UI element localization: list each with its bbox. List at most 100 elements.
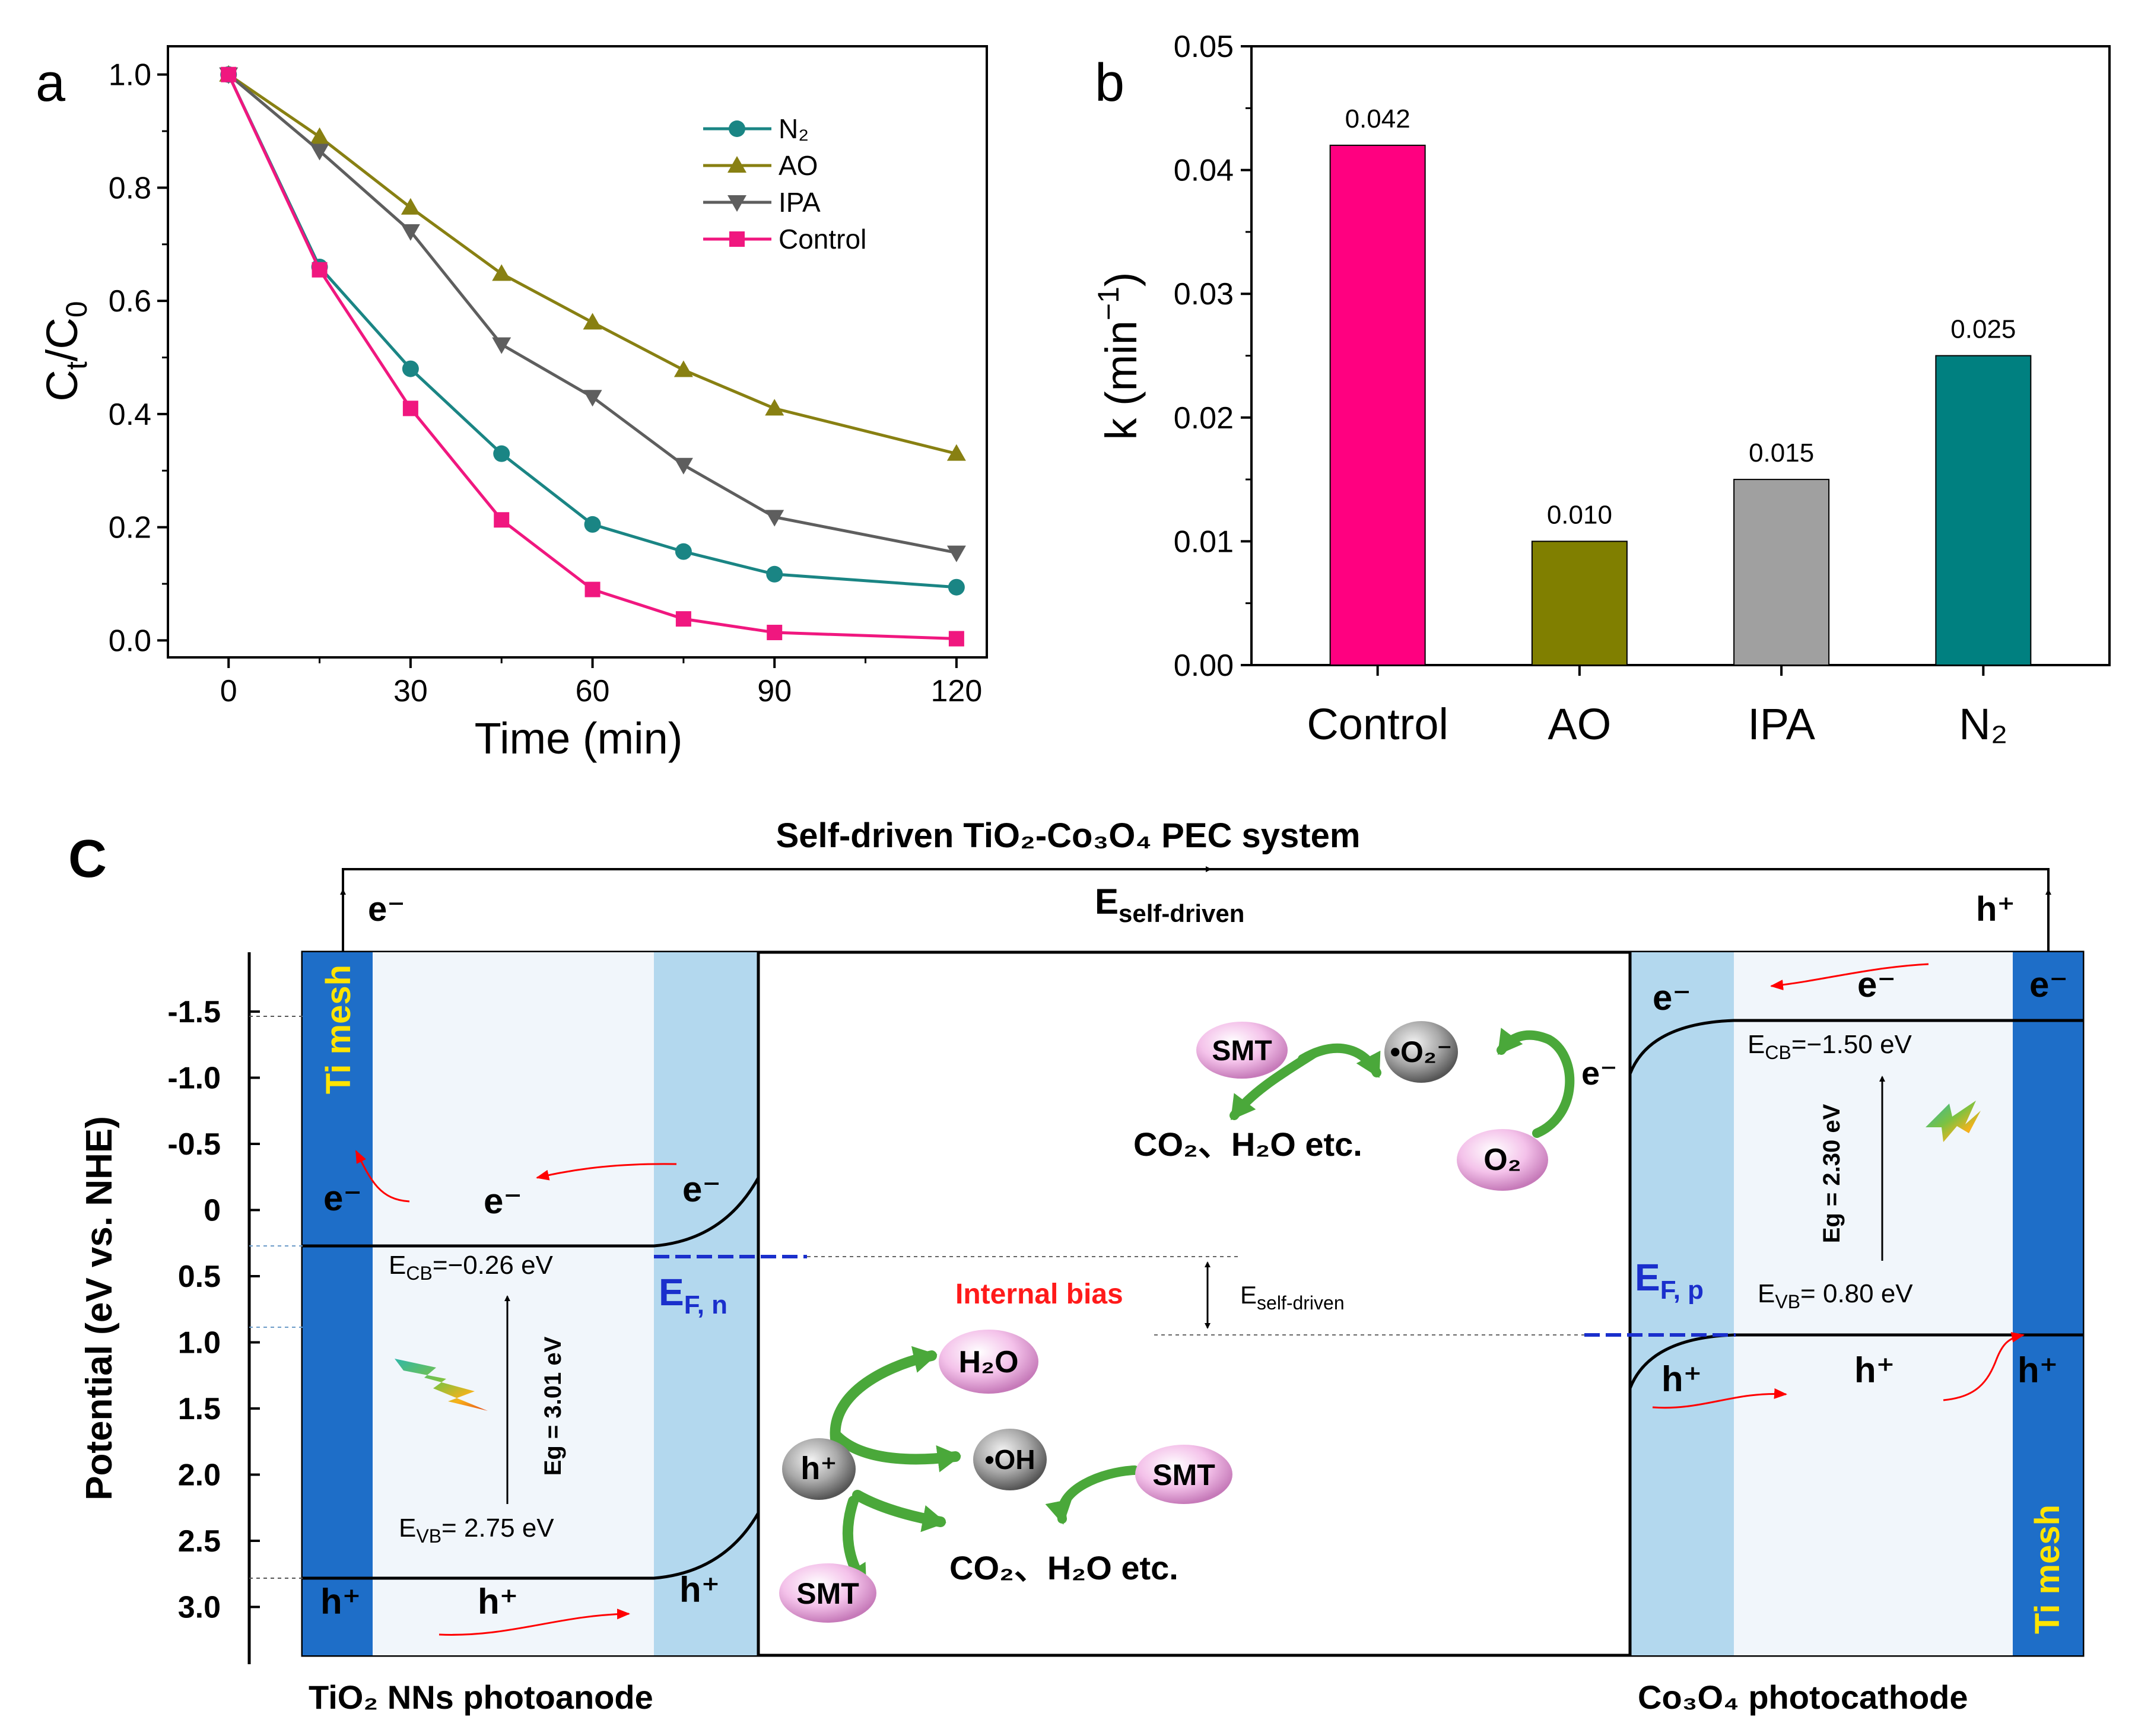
tio2-e-mesh: e⁻ [323,1178,362,1218]
o2-molecule [1457,1129,1548,1191]
panel-a-point [675,611,691,627]
tio2-evb-label: EVB= 2.75 eV [399,1514,554,1547]
legend-marker [727,156,746,173]
bar-0 [1329,144,1426,666]
ti-mesh-right-label: Ti mesh [2028,1505,2067,1634]
panel-a-point [493,445,510,462]
ef-n-label: EF, n [659,1271,727,1320]
co3o4-e-mesh: e⁻ [2029,965,2068,1004]
panel-a-point [673,360,693,377]
bar-value-label: 0.015 [1749,438,1814,468]
tio2-eg-label: Eg = 3.01 eV [540,1336,566,1476]
reduction-e-label: e⁻ [1581,1054,1618,1092]
tio2-region [373,952,654,1655]
panel-a-point [767,625,783,641]
panel-b-y-tick-label: 0.05 [1174,30,1234,64]
panel-a-line-ipa [227,73,957,555]
panel-a-legend: N₂ AO IPA Control [703,113,866,255]
arrow-h2o-to-oh [831,1430,961,1473]
panel-a-point [401,198,420,215]
legend-label: IPA [779,187,821,218]
panel-a-line-ao [227,73,957,456]
bar-1 [1531,540,1628,666]
tio2-ecb-label: ECB=−0.26 eV [389,1251,554,1284]
panel-a-x-tick-label: 60 [576,674,610,708]
panel-c-label: C [68,829,107,889]
panel-a-point [401,224,420,241]
panel-a-point [402,360,419,377]
tio2-h-surface: h⁺ [679,1570,720,1610]
co3o4-region [1734,952,2013,1655]
co3o4-h-mesh: h⁺ [2018,1350,2058,1390]
panel-a-point [948,631,964,647]
bar-value-label: 0.025 [1950,315,2016,344]
tio2-cb-edge [303,1177,760,1248]
panel-a-x-tick-label: 90 [757,674,792,708]
panel-a-point [673,457,693,475]
co3o4-h-arrow-2 [1943,1332,2025,1401]
potential-tick-label: 1.0 [178,1326,221,1360]
legend-marker [729,231,745,247]
panel-a-y-tick-label: 0.6 [109,284,151,319]
panel-a-y-tick-label: 0.4 [109,398,151,432]
panel-b-y-tick-label: 0.02 [1174,401,1234,435]
bar-value-label: 0.010 [1547,500,1612,529]
h2o-label: H₂O [958,1345,1018,1379]
superoxide-label: •O₂⁻ [1390,1035,1452,1069]
panel-b-y-tick-label: 0.00 [1174,648,1234,683]
panel-a-y-tick-label: 0.2 [109,511,151,545]
panel-a-point [584,581,601,597]
panel-b-bars: 0.042 0.010 0.015 0.025 [1329,104,2032,666]
co3o4-evb-label: EVB= 0.80 eV [1758,1279,1913,1312]
panel-b-x-axis: Control AO IPA N₂ [1307,665,2007,749]
hole-particle [782,1438,856,1500]
potential-tick-label: -1.0 [167,1061,221,1096]
panel-a-line-chart: a 0.0 0.2 0.4 0.6 0.8 1.0 0 30 60 90 120 Time (mi… [36,45,988,763]
tio2-h-mesh: h⁺ [320,1582,361,1621]
panel-a-point [402,400,418,416]
arrow-h-to-h2o [830,1346,938,1444]
panel-a-x-tick-label: 30 [393,674,428,708]
panel-b-bar-chart: b 0.000.010.020.030.040.05 0.0420.0100.0… [1092,30,2111,749]
bar-2 [1733,479,1830,666]
o2-label: O₂ [1483,1143,1521,1177]
potential-axis-label: Potential (eV vs. NHE) [79,1116,120,1500]
panel-a-point [310,144,329,161]
smt-label-upper: SMT [1212,1035,1272,1067]
circuit-h-right: h⁺ [1976,890,2015,929]
arrow-o2-to-o2rad [1497,1028,1575,1138]
panel-a-point [584,516,601,533]
potential-tick-label: -0.5 [167,1127,221,1162]
panel-b-label: b [1095,53,1124,113]
legend-label: N₂ [779,113,809,144]
panel-b-category-label: Control [1307,700,1448,749]
smt-molecule-upper [1196,1022,1288,1079]
panel-a-point [221,66,237,82]
potential-tick-label: 3.0 [178,1591,221,1625]
panel-a-point [675,543,692,560]
diagram-title: Self-driven TiO₂-Co₃O₄ PEC system [776,816,1361,855]
hydroxyl-label: •OH [984,1444,1035,1475]
potential-ticks: -1.5 -1.0 -0.5 0 0.5 1.0 1.5 2.0 2.5 3.0 [167,995,260,1625]
panel-a-point [492,264,511,281]
panel-b-y-tick-label: 0.01 [1174,524,1234,559]
panel-b-category-label: AO [1548,700,1611,749]
panel-a-y-tick-label: 0.0 [109,624,151,658]
panel-b-y-tick-label: 0.03 [1174,277,1234,311]
smt-label-lower: SMT [796,1577,859,1610]
hydroxyl-molecule [973,1429,1047,1490]
hole-label: h⁺ [800,1451,837,1486]
panel-a-x-axis: 0 30 60 90 120 [220,657,982,708]
smt-molecule-right [1135,1445,1232,1504]
smt-label-right: SMT [1152,1458,1215,1492]
bar-3 [1935,355,2032,666]
panel-a-y-label: Ct/C0 [37,301,93,401]
panel-a-line-n [227,74,957,589]
panel-a-point [583,390,602,407]
panel-b-category-label: IPA [1748,700,1815,749]
co3o4-h-arrow-1 [1652,1388,1787,1409]
potential-tick-label: 2.0 [178,1458,221,1493]
panel-a-label: a [36,53,66,113]
panel-b-y-axis: 0.00 0.01 0.02 0.03 0.04 0.05 [1174,30,1251,683]
